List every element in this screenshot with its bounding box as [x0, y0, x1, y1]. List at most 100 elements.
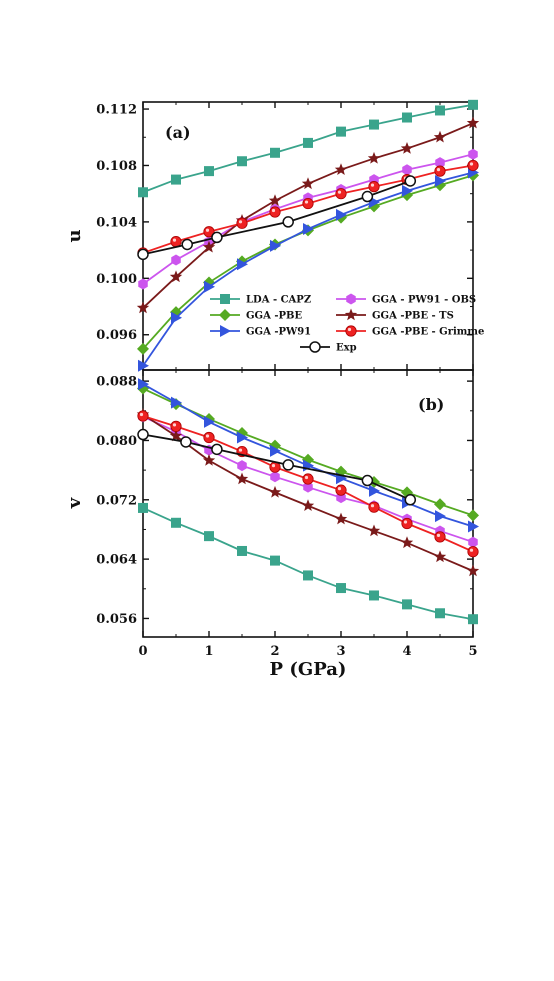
legend-entry-lda-capz: LDA - CAPZ	[210, 294, 311, 306]
legend-label: Exp	[336, 343, 357, 354]
panel-a-point-lda-capz	[138, 187, 148, 198]
panel-a-point-gga-pw91	[171, 311, 182, 324]
panel-b-point-lda-capz	[171, 517, 181, 528]
legend-entry-exp: Exp	[300, 341, 357, 354]
panel-a-point-gga-pbe-grimme	[236, 217, 248, 229]
panel-b-point-gga-pw91	[369, 484, 380, 497]
panel-a-point-gga-pbe-ts	[202, 240, 216, 253]
panel-a-point-gga-pbe-ts	[301, 177, 315, 190]
panel-b-point-exp	[180, 436, 192, 448]
panel-b-point-gga-pw91-obs	[270, 471, 280, 483]
x-tick-label: 0	[138, 644, 147, 659]
panel-a-label: (a)	[165, 123, 191, 142]
legend-label: GGA -PBE	[246, 311, 302, 322]
panel-a-series-gga-pw91-obs	[138, 148, 478, 290]
panel-a-point-gga-pbe-ts	[400, 142, 414, 154]
panel-a-series-gga-pbe-grimme	[137, 159, 479, 259]
panel-a-point-gga-pbe-grimme	[302, 197, 314, 210]
panel-b-point-gga-pw91	[468, 520, 479, 533]
panel-b-point-gga-pw91	[237, 431, 248, 444]
legend-marker	[344, 308, 358, 321]
panel-b-y-tick-label: 0.080	[96, 434, 137, 449]
panel-b-point-gga-pbe-ts	[268, 485, 282, 498]
panel-a: 0.096 0.100 0.104 0.108 0.112 u (a)	[64, 99, 480, 372]
panel-b: 0.056 0.064 0.072 0.080 0.088 0 1 2 3 4 5 v (b)	[64, 369, 480, 659]
x-tick-label: 4	[402, 644, 411, 659]
panel-a-point-gga-pbe-grimme	[467, 159, 479, 172]
legend-entry-gga-pbe-ts: GGA -PBE - TS	[336, 308, 454, 322]
panel-a-y-tick-label: 0.112	[96, 103, 137, 118]
legend-marker	[309, 341, 321, 353]
legend-label: GGA - PW91 - OBS	[372, 295, 476, 306]
x-tick-label: 5	[468, 644, 477, 659]
legend-marker	[219, 309, 231, 321]
panel-b-y-tick-label: 0.056	[96, 612, 137, 627]
panel-a-y-axis-label: u	[64, 229, 85, 242]
panel-a-point-gga-pbe-grimme	[170, 236, 182, 248]
panel-a-point-gga-pw91	[435, 174, 446, 187]
panel-a-point-gga-pw91-obs	[402, 164, 412, 176]
legend-label: GGA -PW91	[246, 327, 311, 338]
panel-b-point-gga-pw91	[171, 396, 182, 409]
x-tick-label: 1	[204, 644, 213, 659]
panel-a-point-gga-pbe-ts	[334, 163, 348, 175]
panel-a-point-gga-pw91	[138, 359, 149, 372]
legend-entry-gga-pbe: GGA -PBE	[210, 309, 302, 322]
x-tick-label: 3	[336, 644, 345, 659]
panel-a-point-lda-capz	[237, 156, 247, 167]
panel-a-line-gga-pw91-obs	[142, 153, 474, 285]
x-axis-label: P (GPa)	[270, 659, 347, 680]
panel-b-point-gga-pbe-ts	[202, 453, 216, 466]
panel-b-point-gga-pw91	[204, 415, 215, 428]
panel-b-series-exp	[137, 428, 417, 506]
panel-b-y-tick-label: 0.064	[96, 553, 137, 568]
legend-label: GGA -PBE - Grimme	[372, 327, 484, 338]
panel-a-y-tick-label: 0.100	[96, 272, 137, 287]
panel-b-point-gga-pbe	[467, 509, 479, 522]
panel-a-series-lda-capz	[138, 99, 478, 198]
panel-a-point-gga-pbe-grimme	[269, 206, 281, 218]
panel-b-point-gga-pbe-ts	[301, 499, 315, 511]
panel-a-point-gga-pbe-ts	[466, 116, 480, 129]
panel-a-series-exp	[137, 175, 417, 261]
legend-label: LDA - CAPZ	[246, 295, 311, 306]
panel-b-y-tick-label: 0.088	[96, 375, 137, 390]
panel-a-point-gga-pw91	[336, 208, 347, 221]
panel-a-point-gga-pw91	[270, 239, 281, 252]
legend-label: GGA -PBE - TS	[372, 311, 454, 322]
panel-b-point-gga-pbe-ts	[367, 524, 381, 537]
panel-a-point-gga-pw91	[303, 222, 314, 235]
panel-b-point-gga-pw91-obs	[468, 536, 478, 548]
panel-b-y-axis-label: v	[64, 497, 85, 509]
panel-a-point-gga-pbe-grimme	[434, 165, 446, 177]
panel-a-point-lda-capz	[336, 126, 346, 137]
panel-a-y-tick-label: 0.096	[96, 328, 137, 343]
panel-b-point-gga-pbe-grimme	[368, 501, 380, 513]
panel-a-point-gga-pbe-ts	[268, 194, 282, 206]
panel-b-point-gga-pbe-ts	[400, 536, 414, 549]
panel-b-point-lda-capz	[237, 545, 247, 556]
panel-b-point-gga-pw91-obs	[303, 481, 313, 493]
panel-a-point-gga-pw91-obs	[171, 254, 181, 266]
panel-a-point-gga-pbe-grimme	[368, 181, 380, 193]
panel-b-point-gga-pbe	[434, 498, 446, 511]
panel-b-point-lda-capz	[468, 614, 478, 625]
panel-a-point-lda-capz	[204, 166, 214, 177]
panel-b-label: (b)	[418, 395, 444, 414]
panel-a-point-lda-capz	[468, 99, 478, 110]
panel-a-point-gga-pbe-grimme	[203, 226, 215, 238]
panel-a-point-lda-capz	[303, 137, 313, 148]
panel-b-line-gga-pbe-ts	[142, 413, 474, 572]
panel-b-point-gga-pbe-ts	[466, 564, 480, 577]
panel-b-point-exp	[404, 494, 417, 506]
panel-b-line-exp	[142, 433, 411, 501]
panel-a-point-gga-pw91	[237, 258, 248, 271]
panel-b-point-gga-pbe-ts	[235, 472, 249, 485]
panel-a-point-gga-pbe	[137, 342, 149, 355]
panel-b-point-lda-capz	[336, 583, 346, 594]
panel-a-point-gga-pw91	[402, 184, 413, 197]
panel-a-point-gga-pbe-ts	[433, 130, 447, 143]
panel-a-point-lda-capz	[402, 112, 412, 123]
legend-marker	[345, 325, 357, 337]
